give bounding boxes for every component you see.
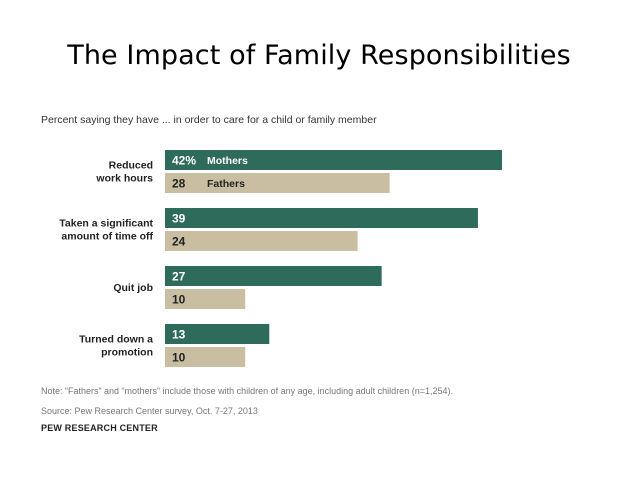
mothers-value-label: 39 <box>172 212 186 226</box>
category-label: Reduced <box>109 160 153 172</box>
mothers-bar <box>165 266 382 286</box>
mothers-value-label: 42% <box>172 154 196 168</box>
category-label: work hours <box>95 173 153 185</box>
category-label: promotion <box>101 347 153 359</box>
fathers-bar <box>165 289 246 309</box>
category-label: Quit job <box>113 282 153 294</box>
category-label: Turned down a <box>79 334 153 346</box>
category-label: amount of time off <box>61 231 153 243</box>
mothers-value-label: 27 <box>172 270 186 284</box>
chart-note: Note: “Fathers” and “mothers” include th… <box>41 386 453 396</box>
fathers-bar <box>165 231 358 251</box>
mothers-bar <box>165 324 270 344</box>
fathers-value-label: 24 <box>172 235 186 249</box>
chart-source: Source: Pew Research Center survey, Oct.… <box>41 406 258 416</box>
mothers-value-label: 13 <box>172 328 186 342</box>
mothers-bar <box>165 208 478 228</box>
fathers-value-label: 10 <box>172 351 186 365</box>
fathers-bar <box>165 347 246 367</box>
organization-credit: PEW RESEARCH CENTER <box>41 423 158 433</box>
category-label: Taken a significant <box>59 218 153 230</box>
fathers-value-label: 10 <box>172 293 186 307</box>
chart-subtitle: Percent saying they have ... in order to… <box>41 114 377 126</box>
slide-title: The Impact of Family Responsibilities <box>67 40 571 71</box>
fathers-bar <box>165 173 390 193</box>
legend-mothers: Mothers <box>207 155 248 167</box>
mothers-bar <box>165 150 502 170</box>
legend-fathers: Fathers <box>207 178 245 190</box>
fathers-value-label: 28 <box>172 177 186 191</box>
